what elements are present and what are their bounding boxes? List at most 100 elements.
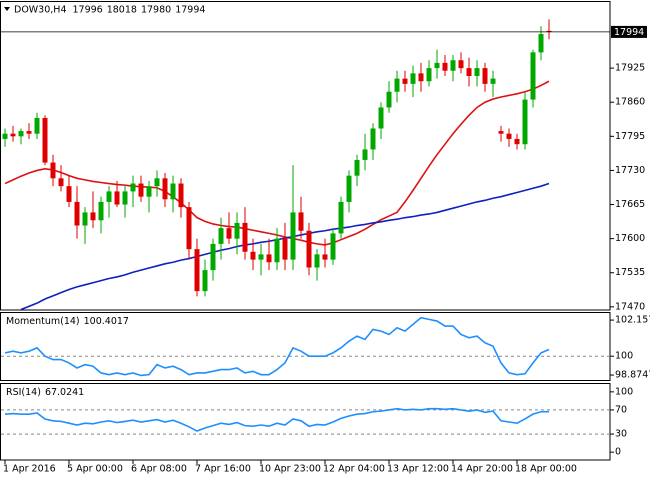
candle-body [170, 183, 176, 200]
candle-body [226, 228, 232, 239]
candle-body [474, 68, 480, 76]
candle-body [98, 201, 104, 221]
y-tick-label: 17925 [615, 63, 645, 74]
candle-body [434, 62, 440, 69]
chart-header: DOW30,H4 17996 18018 17980 17994 [14, 4, 205, 15]
candle-body [514, 138, 520, 145]
candle-body [138, 183, 144, 197]
candle-body [114, 191, 120, 205]
candle-body [130, 183, 136, 192]
candle-body [282, 238, 288, 260]
candle-body [50, 162, 56, 179]
y-tick-label: 17665 [615, 199, 645, 210]
candle-body [354, 159, 360, 176]
candle-body [522, 99, 528, 145]
y-tick-label: 17535 [615, 267, 645, 278]
x-tick-label: 6 Apr 08:00 [131, 464, 187, 475]
candle-body [42, 117, 48, 163]
candle-body [362, 149, 368, 160]
candle-body [26, 131, 32, 134]
candle-body [338, 201, 344, 234]
candle-body [242, 222, 248, 252]
candle-body [482, 68, 488, 84]
candle-body [154, 178, 160, 187]
candle-body [266, 254, 272, 263]
y-tick-label: 17470 [615, 301, 645, 312]
candle-body [330, 233, 336, 260]
y-tick-label: 102.1572 [615, 315, 650, 326]
candle-body [210, 243, 216, 271]
indicator-line [4, 316, 550, 377]
candle-body [34, 117, 40, 134]
chart-title: DOW30,H4 [14, 4, 66, 15]
y-tick-label: 98.8747 [615, 370, 650, 381]
y-tick-label: 100 [615, 351, 633, 362]
candle-body [234, 222, 240, 239]
candle-body [82, 212, 88, 226]
candle-body [466, 68, 472, 76]
y-tick-label: 17730 [615, 165, 645, 176]
candle-body [90, 212, 96, 221]
candle-body [250, 251, 256, 260]
candle-body [410, 73, 416, 84]
candle-body [258, 254, 264, 260]
candle-body [506, 133, 512, 139]
candle-body [378, 107, 384, 129]
candle-body [498, 131, 504, 134]
candle-body [322, 254, 328, 260]
y-tick-label: 100 [615, 386, 633, 397]
main-pane-frame [0, 1, 611, 311]
y-tick-label: 30 [615, 429, 627, 440]
candle-body [370, 128, 376, 150]
candle-body [418, 73, 424, 82]
candle-body [66, 186, 72, 202]
candle-body [218, 228, 224, 244]
candle-body [394, 78, 400, 92]
candle-body [442, 62, 448, 71]
x-tick-label: 14 Apr 20:00 [451, 464, 513, 475]
candle-body [162, 178, 168, 200]
x-tick-label: 18 Apr 00:00 [515, 464, 577, 475]
rsi-pane-frame [0, 383, 611, 461]
candle-body [146, 186, 152, 197]
header-high: 18018 [107, 4, 137, 15]
candle-body [202, 270, 208, 292]
candle-body [274, 238, 280, 263]
y-tick-label: 0 [615, 447, 621, 458]
momentum-title: Momentum(14) [6, 316, 80, 327]
x-tick-label: 1 Apr 2016 [3, 464, 56, 475]
candle-body [298, 212, 304, 231]
candle-body [194, 249, 200, 292]
candle-body [402, 78, 408, 84]
x-tick-label: 12 Apr 04:00 [323, 464, 385, 475]
header-low: 17980 [141, 4, 171, 15]
candle-body [426, 68, 432, 82]
y-tick-label: 17600 [615, 233, 645, 244]
candle-body [178, 183, 184, 208]
candle-body [74, 201, 80, 226]
price-label-box [611, 25, 647, 38]
indicator-line [4, 407, 550, 432]
x-tick-label: 13 Apr 12:00 [387, 464, 449, 475]
candle-body [58, 178, 64, 187]
candle-body [530, 52, 536, 100]
momentum-last-value: 100.4017 [84, 316, 129, 327]
y-tick-label: 17860 [615, 97, 645, 108]
candle-body [450, 60, 456, 71]
candle-body [106, 191, 112, 202]
candle-body [314, 254, 320, 268]
rsi-last-value: 67.0241 [45, 387, 84, 398]
x-tick-label: 7 Apr 16:00 [195, 464, 251, 475]
momentum-header: Momentum(14) 100.4017 [6, 316, 129, 327]
x-tick-label: 10 Apr 23:00 [259, 464, 321, 475]
candle-body [2, 133, 8, 139]
header-open: 17996 [72, 4, 102, 15]
y-tick-label: 70 [615, 404, 627, 415]
candle-body [306, 230, 312, 268]
candle-body [186, 207, 192, 250]
price-label: 17994 [614, 27, 644, 38]
candle-body [290, 212, 296, 260]
candle-body [122, 191, 128, 205]
y-tick-label: 17795 [615, 131, 645, 142]
